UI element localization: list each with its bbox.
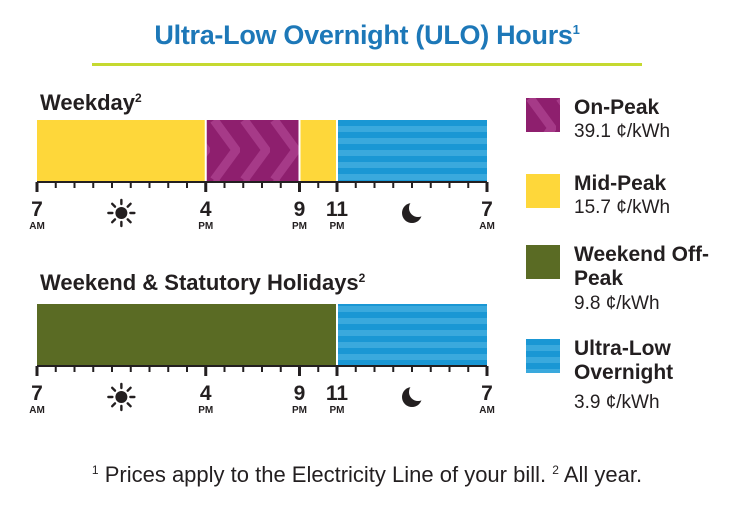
tick-label: 7 <box>481 382 493 405</box>
ultra-low-price: 3.9 ¢/kWh <box>574 392 660 413</box>
tick-label: 4 <box>200 198 212 221</box>
tick-sublabel: PM <box>292 221 307 232</box>
weekday-segment-mid-peak <box>299 120 337 182</box>
title-footnote-mark: 1 <box>572 22 580 37</box>
tick-sublabel: PM <box>330 221 345 232</box>
footnote-2-mark: 2 <box>552 463 559 477</box>
tick-label: 7 <box>481 198 493 221</box>
mid-peak-label: Mid-Peak <box>574 172 667 195</box>
tick-sublabel: AM <box>29 405 45 416</box>
moon-icon <box>402 383 427 407</box>
tick-label: 9 <box>294 382 306 405</box>
weekend-title-text: Weekend & Statutory Holidays <box>40 270 359 295</box>
title-underline <box>92 63 642 66</box>
title-text: Ultra-Low Overnight (ULO) Hours <box>154 20 573 50</box>
moon-icon <box>402 199 427 223</box>
weekday-segment-ultra-low-overnight <box>337 120 487 182</box>
tick-sublabel: PM <box>292 405 307 416</box>
tick-label: 7 <box>31 198 43 221</box>
weekday-section-title: Weekday2 <box>40 90 142 116</box>
weekday-title-text: Weekday <box>40 90 135 115</box>
tick-label: 11 <box>326 198 349 221</box>
tick-label: 7 <box>31 382 43 405</box>
weekend-statutory-holidays-segment-ultra-low-overnight <box>337 304 487 366</box>
weekday-segment-mid-peak <box>37 120 206 182</box>
sun-icon <box>107 382 136 412</box>
tick-label: 11 <box>326 382 349 405</box>
tick-sublabel: PM <box>330 405 345 416</box>
tick-sublabel: AM <box>29 221 45 232</box>
ultra-low-label: Ultra-Low Overnight <box>574 337 674 384</box>
on-peak-swatch <box>526 98 560 132</box>
footnote-1-mark: 1 <box>91 463 99 477</box>
tick-sublabel: PM <box>198 405 213 416</box>
ultra-low-swatch <box>526 339 560 373</box>
weekend-statutory-holidays-segment-weekend-off-peak <box>37 304 337 366</box>
mid-peak-swatch <box>526 174 560 208</box>
on-peak-label: On-Peak <box>574 96 660 119</box>
footnote-2-text: All year. <box>563 462 643 487</box>
page-title: Ultra-Low Overnight (ULO) Hours1 <box>0 20 734 51</box>
tick-label: 4 <box>200 382 212 405</box>
tick-sublabel: AM <box>479 405 495 416</box>
footnote-1-text: Prices apply to the Electricity Line of … <box>104 462 547 487</box>
weekend-off-peak-price: 9.8 ¢/kWh <box>574 293 660 314</box>
weekday-footnote-mark: 2 <box>134 91 142 105</box>
weekend-footnote-mark: 2 <box>358 271 366 285</box>
mid-peak-price: 15.7 ¢/kWh <box>574 197 671 218</box>
weekday-segment-on-peak <box>205 120 300 182</box>
tick-sublabel: PM <box>198 221 213 232</box>
on-peak-price: 39.1 ¢/kWh <box>574 121 671 142</box>
sun-icon <box>107 198 136 228</box>
weekend-section-title: Weekend & Statutory Holidays2 <box>40 270 365 296</box>
tick-label: 9 <box>294 198 306 221</box>
weekend-off-peak-label: Weekend Off-Peak <box>574 243 709 290</box>
weekend-off-peak-swatch <box>526 245 560 279</box>
footnote: 1 Prices apply to the Electricity Line o… <box>0 462 734 488</box>
tick-sublabel: AM <box>479 221 495 232</box>
